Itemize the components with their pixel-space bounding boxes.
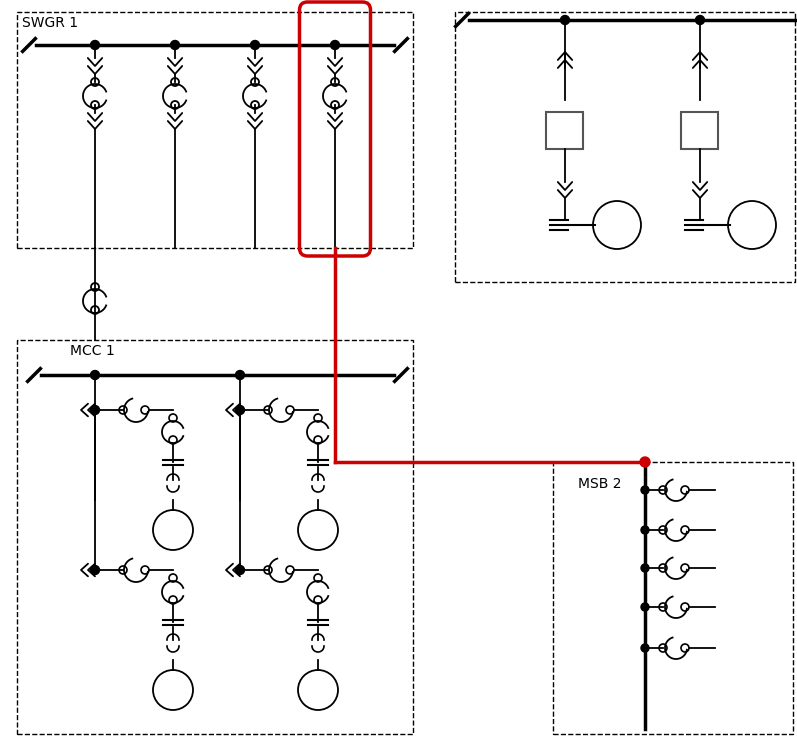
Bar: [547, 112, 583, 149]
Circle shape: [641, 486, 649, 494]
Bar: [553, 462, 793, 734]
Text: MSB 2: MSB 2: [578, 477, 622, 491]
Circle shape: [171, 41, 179, 50]
Circle shape: [91, 565, 100, 574]
Text: SWGR 1: SWGR 1: [22, 16, 78, 30]
Bar: [455, 12, 795, 282]
Circle shape: [331, 41, 340, 50]
Circle shape: [91, 370, 100, 380]
Text: MCC 1: MCC 1: [70, 344, 115, 358]
Circle shape: [235, 370, 245, 380]
Bar: [17, 340, 413, 734]
Circle shape: [696, 16, 705, 24]
Circle shape: [641, 526, 649, 534]
Circle shape: [91, 406, 100, 415]
Circle shape: [91, 41, 100, 50]
Circle shape: [641, 644, 649, 652]
Bar: [17, 12, 413, 248]
Circle shape: [560, 16, 570, 24]
Bar: [681, 112, 719, 149]
Circle shape: [235, 565, 245, 574]
Circle shape: [235, 406, 245, 415]
Circle shape: [640, 457, 650, 467]
Circle shape: [641, 603, 649, 611]
Circle shape: [250, 41, 260, 50]
Circle shape: [641, 564, 649, 572]
